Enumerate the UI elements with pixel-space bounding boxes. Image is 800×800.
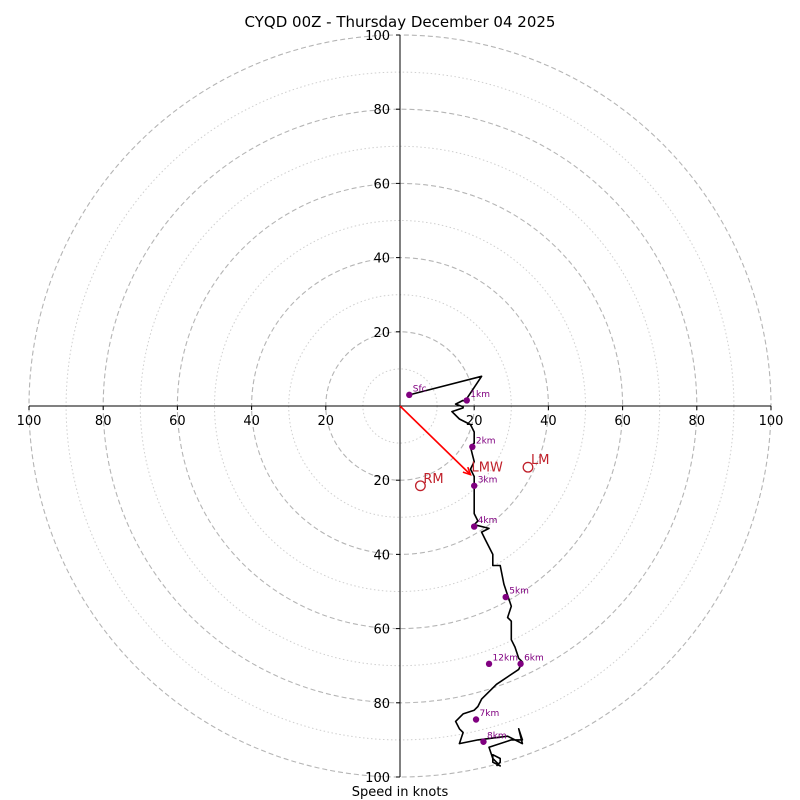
y-tick-label: 40 [373,252,390,267]
storm-motion-label: LM [531,453,549,468]
x-tick-label: 100 [17,414,42,429]
height-marker-label: 4km [478,516,498,526]
height-marker-label: 6km [524,653,544,663]
x-axis-caption: Speed in knots [352,785,449,800]
wind-profile [409,375,524,767]
height-marker-dot [463,397,470,404]
height-marker-label: 8km [487,731,507,741]
height-marker-dot [471,523,478,530]
y-tick-label: 80 [373,103,390,118]
height-marker-dot [485,660,493,668]
y-tick-label: 20 [373,474,390,489]
storm-motion-marker [522,461,534,473]
storm-motion: LMW RM LM [399,405,549,492]
height-marker-dot [517,660,524,668]
x-tick-label: 40 [243,414,260,429]
y-tick-label: 20 [373,326,390,341]
storm-motion-label: RM [423,472,443,487]
x-tick-label: 80 [95,414,112,429]
x-tick-label: 80 [689,414,706,429]
x-tick-label: 60 [169,414,186,429]
x-tick-label: 40 [540,414,557,429]
mean-wind-arrowhead [462,466,472,476]
y-tick-label: 100 [365,771,390,786]
height-marker-dot [406,391,413,399]
y-tick-label: 60 [373,623,390,638]
height-marker-label: 1km [470,390,490,400]
wind-profile-line [409,375,524,767]
x-tick-label: 60 [614,414,631,429]
y-tick-label: 100 [365,29,390,44]
x-tick-label: 20 [466,414,483,429]
height-marker-dot [469,443,476,451]
storm-motion-marker [414,480,426,492]
height-marker-label: 7km [480,709,500,719]
x-tick-label: 100 [759,414,784,429]
mean-wind-vector [399,405,472,476]
height-marker-label: 2km [476,436,496,446]
height-marker-label: 5km [509,587,529,597]
height-markers: Sfc 1km 2km 3km 4km 5km 6km 7km 8km 12km [406,384,544,745]
mean-wind-label: LMW [471,461,502,476]
x-tick-label: 20 [318,414,335,429]
axis-ticks: 100 80 60 40 20 20 40 60 80 100 100 80 60 40 20 20 40 60 8… [17,29,784,786]
height-marker-dot [502,593,509,601]
height-marker-label: 12km [493,653,518,663]
height-marker-dot [480,738,487,745]
y-tick-label: 40 [373,548,390,563]
y-tick-label: 80 [373,697,390,712]
height-marker-label: Sfc [413,384,427,394]
chart-title: CYQD 00Z - Thursday December 04 2025 [245,13,556,31]
y-tick-label: 60 [373,177,390,192]
height-marker-dot [471,482,478,489]
height-marker-dot [472,716,480,723]
height-marker-label: 3km [478,475,498,485]
